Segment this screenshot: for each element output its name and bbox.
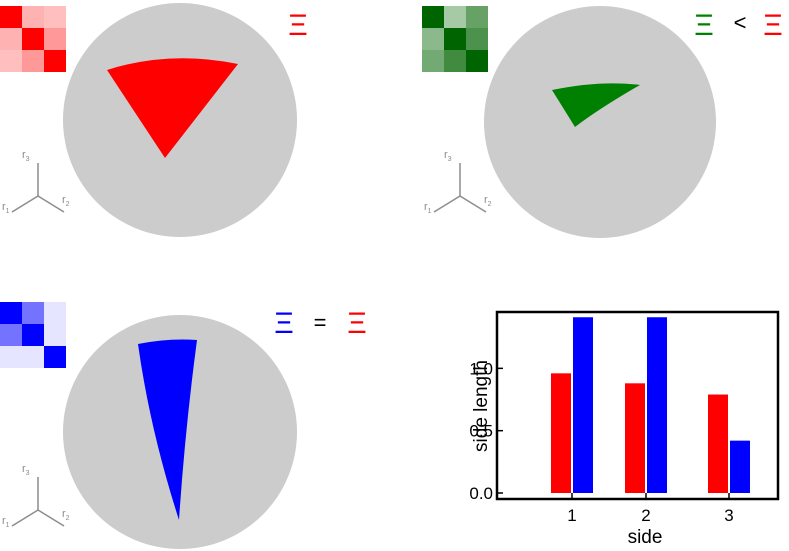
- x-tick-label: 1: [567, 506, 576, 525]
- matrix-cell: [22, 302, 44, 324]
- symbol-xi-blue: Ξ: [274, 307, 294, 340]
- bar-series1-cat1: [551, 373, 571, 493]
- comparison-blue: Ξ = Ξ: [274, 307, 367, 340]
- symbol-xi-green: Ξ: [694, 9, 714, 42]
- symbol-xi-red-compare: Ξ: [347, 307, 367, 340]
- bar-chart: 0.0 0.5 1.0 1 2 3 side side length: [469, 310, 780, 548]
- axis-r1-line: [11, 195, 39, 213]
- matrix-cell: [44, 6, 66, 28]
- axis-r2-label: r2: [484, 194, 492, 208]
- matrix-cell: [44, 28, 66, 50]
- matrix-cell: [22, 50, 44, 72]
- bar-series2-cat2: [647, 317, 667, 493]
- axes-triad-green: r3 r1 r2: [424, 149, 492, 215]
- matrix-blue: [0, 302, 66, 368]
- chart-x-ticks: 1 2 3: [567, 493, 734, 525]
- matrix-red: [0, 6, 66, 72]
- panel-green: Ξ < Ξ r3 r1 r2: [422, 6, 783, 238]
- axis-r3-label: r3: [444, 149, 452, 163]
- equals-sign: =: [314, 310, 327, 335]
- comparison-green: Ξ < Ξ: [694, 9, 783, 42]
- matrix-cell: [22, 324, 44, 346]
- axis-r3-label: r3: [22, 149, 30, 163]
- matrix-cell: [466, 28, 488, 50]
- matrix-cell: [444, 28, 466, 50]
- axis-r2-line: [37, 195, 65, 213]
- axis-r2-label: r2: [62, 194, 70, 208]
- y-tick-label: 0.0: [469, 484, 493, 503]
- axis-r1-line: [11, 509, 39, 527]
- matrix-green: [422, 6, 488, 72]
- x-axis-label: side: [628, 527, 663, 548]
- chart-y-ticks: 0.0 0.5 1.0: [469, 359, 503, 503]
- axes-triad-blue: r3 r1 r2: [2, 463, 70, 529]
- matrix-cell: [444, 50, 466, 72]
- axes-triad-red: r3 r1 r2: [2, 149, 70, 215]
- bar-series1-cat3: [708, 394, 728, 493]
- symbol-xi-red: Ξ: [288, 9, 308, 42]
- matrix-cell: [422, 50, 444, 72]
- bar-series1-cat2: [625, 383, 645, 493]
- matrix-cell: [22, 6, 44, 28]
- axis-r2-line: [37, 509, 65, 527]
- axis-r2-label: r2: [62, 508, 70, 522]
- matrix-cell: [0, 346, 22, 368]
- panel-red: Ξ r3 r1 r2: [0, 3, 308, 237]
- triangle-blue: [138, 339, 197, 520]
- matrix-cell: [44, 346, 66, 368]
- axis-r1-label: r1: [2, 515, 10, 529]
- matrix-cell: [44, 324, 66, 346]
- matrix-cell: [0, 50, 22, 72]
- axis-r3-label: r3: [22, 463, 30, 477]
- axis-r2-line: [459, 195, 487, 213]
- matrix-cell: [44, 302, 66, 324]
- y-tick-label: 0.5: [469, 422, 493, 441]
- matrix-cell: [22, 28, 44, 50]
- matrix-cell: [444, 6, 466, 28]
- symbol-red: Ξ: [288, 9, 308, 42]
- axis-r1-label: r1: [424, 201, 432, 215]
- matrix-cell: [0, 302, 22, 324]
- matrix-cell: [44, 50, 66, 72]
- chart-bars: [551, 317, 750, 493]
- matrix-cell: [0, 324, 22, 346]
- y-tick-label: 1.0: [469, 359, 493, 378]
- matrix-cell: [422, 28, 444, 50]
- triangle-red: [107, 58, 238, 159]
- chart-frame: [495, 310, 780, 501]
- sphere-green: [484, 6, 716, 238]
- matrix-cell: [422, 6, 444, 28]
- x-tick-label: 2: [641, 506, 650, 525]
- matrix-cell: [466, 6, 488, 28]
- axis-r1-label: r1: [2, 201, 10, 215]
- less-than-sign: <: [734, 10, 747, 35]
- bar-series2-cat3: [730, 440, 750, 493]
- x-tick-label: 3: [724, 506, 733, 525]
- matrix-cell: [0, 6, 22, 28]
- axis-r1-line: [433, 195, 461, 213]
- y-axis-label: side length: [471, 360, 492, 452]
- matrix-cell: [22, 346, 44, 368]
- matrix-cell: [466, 50, 488, 72]
- matrix-cell: [0, 28, 22, 50]
- panel-blue: Ξ = Ξ r3 r1 r2: [0, 302, 367, 549]
- symbol-xi-red-compare: Ξ: [763, 9, 783, 42]
- bar-series2-cat1: [573, 317, 593, 493]
- triangle-green: [552, 83, 640, 127]
